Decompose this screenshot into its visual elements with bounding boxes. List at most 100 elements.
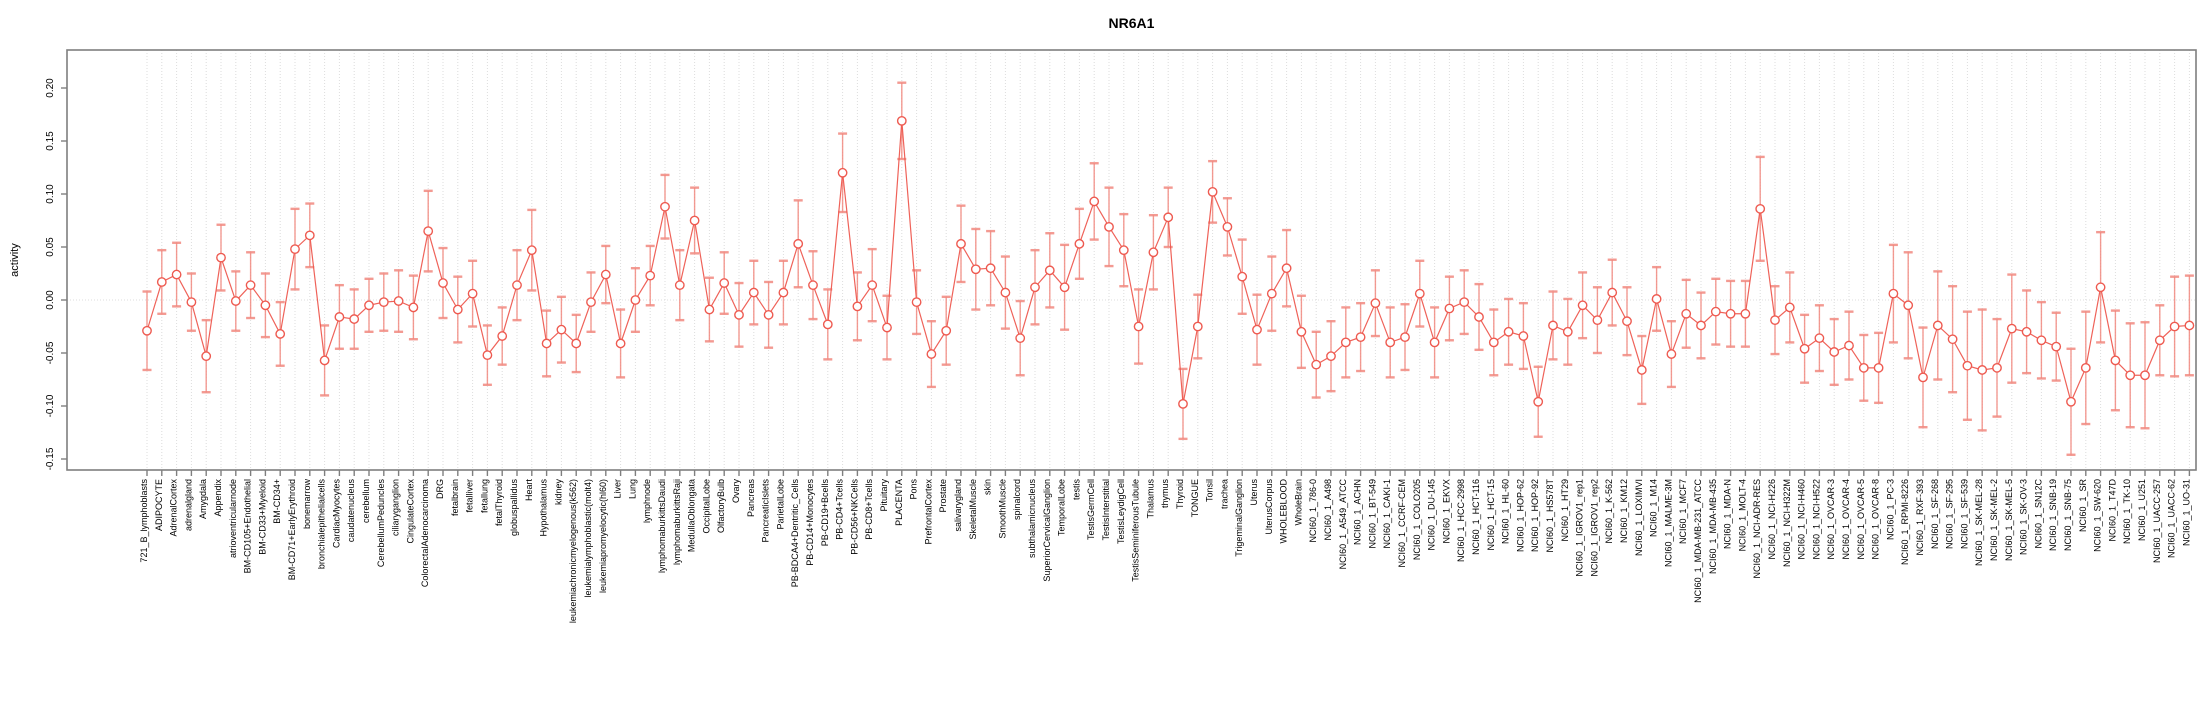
data-point	[1784, 302, 1795, 313]
data-point	[1355, 332, 1366, 342]
data-point	[1444, 303, 1455, 314]
x-tick-label: NCI60_1_COLO205	[1412, 479, 1422, 560]
x-tick-label: NCI60_1_HS578T	[1545, 479, 1555, 553]
x-tick-label: NCI60_1_TK-10	[2122, 479, 2132, 544]
x-tick-label: leukemiapromyelocytic(hl60)	[598, 479, 608, 593]
data-point	[1858, 362, 1869, 373]
data-point	[1962, 360, 1973, 371]
data-point	[1400, 332, 1410, 342]
data-point	[1311, 359, 1322, 370]
data-point	[142, 325, 152, 336]
data-point	[364, 300, 374, 311]
y-axis: -0.15 -0.10 -0.05 0.00 0.05 0.10 0.15 0.20	[45, 78, 67, 470]
x-tick-label: NCI60_1_UO-31	[2181, 479, 2191, 546]
x-tick-label: NCI60_1_SK-MEL-5	[2004, 479, 2014, 561]
data-point	[1488, 337, 1499, 348]
x-tick-label: SuperiorCervicalGanglion	[1042, 479, 1052, 582]
data-point	[1947, 334, 1958, 345]
data-point	[1681, 308, 1692, 319]
data-point	[1044, 265, 1055, 276]
data-point	[2154, 335, 2165, 346]
data-point	[1474, 312, 1484, 322]
x-tick-label: NCI60_1_CCRF-CEM	[1397, 479, 1407, 568]
data-point	[2169, 321, 2180, 332]
x-tick-label: lymphnode	[642, 479, 652, 523]
data-point	[704, 304, 715, 315]
x-tick-label: NCI60_1_HCT-15	[1486, 479, 1496, 551]
y-tick-label: 0.15	[45, 131, 56, 151]
x-tick-label: NCI60_1_HT29	[1560, 479, 1570, 542]
data-point	[1429, 337, 1440, 348]
x-tick-label: fetalliver	[465, 479, 475, 513]
x-tick-label: NCI60_1_SW-620	[2093, 479, 2103, 552]
x-tick-label: NCI60_1_SR	[2078, 479, 2088, 533]
x-tick-label: NCI60_1_NCI-H322M	[1782, 479, 1792, 567]
data-point	[600, 269, 611, 280]
x-tick-label: NCI60_1_EKVX	[1441, 479, 1451, 544]
x-tick-label: kidney	[553, 479, 563, 506]
x-tick-label: BM-CD71+EarlyErythroid	[287, 479, 297, 580]
x-tick-label: NCI60_1_NCI-H226	[1767, 479, 1777, 560]
x-tick-label: Liver	[613, 479, 623, 499]
data-point	[1252, 324, 1262, 335]
data-point	[1163, 212, 1174, 223]
x-tick-label: fetalbrain	[450, 479, 460, 516]
data-point	[1000, 287, 1011, 298]
x-tick-label: NCI60_1_MCF7	[1678, 479, 1688, 544]
x-tick-label: TemporalLobe	[1057, 479, 1067, 536]
x-tick-label: trachea	[1219, 479, 1229, 509]
x-tick-label: PB-CD14+Monocytes	[805, 479, 815, 566]
data-point	[1030, 282, 1040, 293]
data-point	[1918, 372, 1928, 383]
x-tick-label: TestisInterstitial	[1101, 479, 1111, 541]
y-tick-label: 0.10	[45, 184, 56, 204]
x-tick-label: NCI60_1_NCI-ADR-RES	[1752, 479, 1762, 579]
x-tick-label: NCI60_1_SNB-75	[2063, 479, 2073, 551]
x-tick-label: NCI60_1_SN12C	[2033, 479, 2043, 549]
x-tick-label: spinalcord	[1012, 479, 1022, 520]
x-tick-label: BM-CD34+	[272, 479, 282, 524]
x-tick-label: NCI60_1_SNB-19	[2048, 479, 2058, 551]
x-tick-label: NCI60_1_SK-OV-3	[2019, 479, 2029, 555]
x-tick-label: NCI60_1_MOLT-4	[1737, 479, 1747, 551]
x-tick-label: leukemiachronicmyelogenous(k562)	[568, 479, 578, 623]
x-tick-label: NCI60_1_IGROV1_rep1	[1575, 479, 1585, 577]
x-tick-label: PB-BDCA4+Dentritic_Cells	[790, 479, 800, 588]
data-point	[793, 238, 804, 249]
data-point	[1518, 331, 1529, 341]
x-tick-label: NCI60_1_DU-145	[1427, 479, 1437, 551]
data-point	[1533, 396, 1544, 407]
data-point	[1385, 337, 1396, 348]
data-point	[1636, 365, 1647, 375]
data-point	[1696, 320, 1706, 331]
data-point	[1903, 300, 1914, 311]
x-tick-label: NCI60_1_SK-MEL-2	[1989, 479, 1999, 561]
data-point	[1977, 365, 1988, 375]
x-tick-label: TestisSeminiferousTubule	[1131, 479, 1141, 582]
x-tick-label: NCI60_1_NCI-H522	[1811, 479, 1821, 560]
x-tick-label: NCI60_1_OVCAR-3	[1826, 479, 1836, 560]
x-tick-label: BM-CD105+Endothelial	[243, 479, 253, 573]
x-tick-label: WholeBrain	[1293, 479, 1303, 526]
data-point	[467, 288, 478, 299]
data-point	[1207, 186, 1218, 197]
x-tick-label: NCI60_1_IGROV1_rep2	[1589, 479, 1599, 577]
x-tick-label: Prostate	[938, 479, 948, 513]
plot-border	[66, 49, 2197, 471]
data-point	[882, 322, 892, 333]
x-tick-label: NCI60_1_MDA-MB-231_ATCC	[1693, 479, 1703, 603]
data-point	[689, 215, 700, 226]
data-point	[2066, 396, 2076, 407]
data-point	[201, 351, 212, 362]
data-point	[956, 238, 966, 249]
data-point	[1562, 326, 1573, 337]
x-tick-label: TestisGermCell	[1086, 479, 1096, 540]
x-tick-label: NCI60_1_MALME-3M	[1663, 479, 1673, 567]
x-tick-label: NCI60_1_KM12	[1619, 479, 1629, 543]
data-point	[941, 325, 952, 336]
x-tick-label: NCI60_1_M14	[1649, 479, 1659, 537]
data-point	[1814, 333, 1825, 344]
data-point	[1799, 343, 1810, 354]
x-tick-label: UterusCorpus	[1264, 479, 1274, 535]
data-point	[2095, 282, 2106, 293]
